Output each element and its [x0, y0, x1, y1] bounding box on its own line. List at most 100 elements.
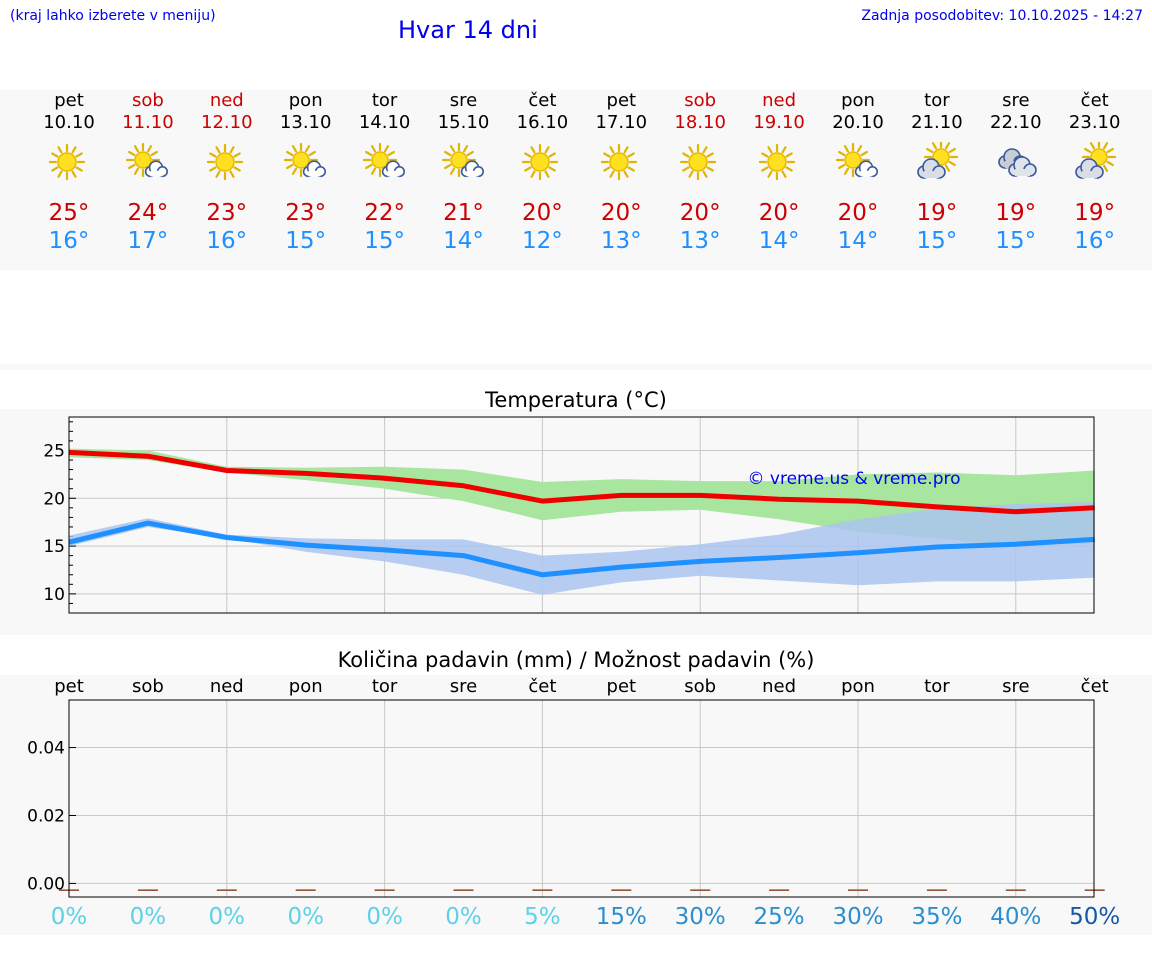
- cloud-shape: [1007, 156, 1037, 177]
- sun-icon: [206, 143, 243, 181]
- x-category-label: pet: [607, 676, 637, 697]
- max-temp: 20°: [679, 200, 721, 226]
- precip-bar: [295, 889, 316, 891]
- plot-frame: [68, 416, 1095, 614]
- min-temp: 15°: [995, 228, 1037, 254]
- sun-cloud-icon: [441, 142, 484, 178]
- min-temp: 14°: [837, 228, 879, 254]
- x-category-label: pon: [841, 676, 875, 697]
- min-temp: 14°: [758, 228, 800, 254]
- precip-probability: 0%: [129, 904, 167, 930]
- max-temp-line: [68, 449, 1095, 515]
- y-tick-label: 15: [43, 537, 65, 557]
- location-hint[interactable]: (kraj lahko izberete v meniju): [10, 8, 216, 24]
- min-temp: 14°: [443, 228, 484, 254]
- forecast-day: pon 13.10 23° 15°: [266, 90, 346, 270]
- min-temp: 16°: [48, 228, 90, 254]
- x-category-label: ned: [210, 676, 244, 697]
- day-name: pon: [288, 90, 323, 111]
- sun-shape: [522, 143, 559, 181]
- sun-shape: [836, 142, 871, 178]
- cloud-sun-icon: [1074, 142, 1116, 179]
- precip-bar: [137, 889, 158, 891]
- forecast-day: ned 19.10 20° 14°: [739, 90, 819, 270]
- precip-bar: [1084, 889, 1105, 891]
- forecast-day: sre 22.10 19° 15°: [976, 90, 1056, 270]
- x-category-label: čet: [528, 676, 556, 697]
- day-name: pet: [606, 90, 637, 111]
- sun-cloud-icon: [283, 142, 326, 178]
- day-name: čet: [528, 90, 557, 111]
- y-tick-label: 0.02: [27, 806, 65, 826]
- max-temp: 24°: [127, 200, 169, 226]
- cloud-shape: [1074, 158, 1104, 179]
- day-date: 19.10: [753, 112, 805, 133]
- sun-cloud-icon: [362, 142, 405, 178]
- sun-cloud-icon: [125, 142, 168, 178]
- min-temp: 13°: [600, 228, 642, 254]
- forecast-day: tor 14.10 22° 15°: [345, 90, 425, 270]
- y-tick-label: 0.04: [27, 739, 65, 759]
- forecast-day: tor 21.10 19° 15°: [897, 90, 977, 270]
- day-name: tor: [371, 90, 398, 111]
- plot-frame: [68, 699, 1095, 898]
- min-temp: 13°: [679, 228, 721, 254]
- forecast-day: sob 11.10 24° 17°: [108, 90, 188, 270]
- forecast-day: pet 17.10 20° 13°: [581, 90, 661, 270]
- day-name: čet: [1080, 90, 1109, 111]
- day-date: 21.10: [911, 112, 963, 133]
- forecast-day: pon 20.10 20° 14°: [818, 90, 898, 270]
- x-category-label: sob: [132, 676, 164, 697]
- min-temp: 17°: [127, 228, 169, 254]
- precip-probability: 30%: [832, 904, 884, 930]
- temperature-chart: 10 15 20 25 © vreme.us & vreme.pro: [43, 416, 1095, 614]
- x-category-label: tor: [924, 676, 950, 697]
- cloud-shape: [144, 160, 168, 178]
- min-temp: 16°: [1074, 228, 1116, 254]
- day-name: ned: [762, 90, 797, 111]
- min-temp: 15°: [916, 228, 958, 254]
- cloud-shape: [854, 160, 879, 178]
- precipitation-chart: pet sob ned pon tor sre čet pet sob ned pon tor sre č…: [27, 676, 1109, 898]
- max-temp: 21°: [443, 200, 484, 226]
- sun-shape: [206, 143, 243, 181]
- y-tick-label: 0.00: [27, 874, 65, 894]
- min-temp-range-band: [69, 502, 1095, 595]
- max-temp: 23°: [206, 200, 248, 226]
- cloud-shape: [302, 160, 326, 178]
- precip-bar: [374, 889, 395, 891]
- min-temp: 12°: [522, 228, 563, 254]
- day-date: 12.10: [201, 112, 253, 133]
- sun-icon: [48, 143, 86, 181]
- sun-icon: [680, 143, 717, 181]
- min-temp-line: [68, 520, 1095, 578]
- forecast-day: ned 12.10 23° 16°: [187, 90, 267, 270]
- day-date: 11.10: [122, 112, 174, 133]
- day-date: 13.10: [279, 112, 332, 133]
- precip-probability: 0%: [366, 904, 403, 930]
- sun-shape: [680, 143, 717, 181]
- forecast-day: čet 23.10 19° 16°: [1055, 90, 1135, 270]
- min-temp: 15°: [285, 228, 327, 254]
- precip-bar: [453, 889, 474, 891]
- day-date: 22.10: [990, 112, 1042, 133]
- sun-shape: [601, 143, 638, 181]
- sun-icon: [522, 143, 559, 181]
- page-title: Hvar 14 dni: [398, 16, 538, 44]
- x-category-label: ned: [762, 676, 796, 697]
- precip-probability: 0%: [445, 904, 482, 930]
- x-category-label: pon: [289, 676, 323, 697]
- day-name: sob: [684, 90, 717, 111]
- cloud-shape: [460, 160, 484, 178]
- day-name: pet: [54, 90, 84, 111]
- cloud-sun-icon: [917, 142, 958, 179]
- sun-shape: [758, 143, 796, 181]
- precip-probability: 0%: [287, 904, 324, 930]
- clouds-icon: [997, 148, 1037, 177]
- last-updated: Zadnja posodobitev: 10.10.2025 - 14:27: [861, 8, 1143, 24]
- y-tick-label: 20: [43, 489, 65, 509]
- cloud-shape: [381, 160, 405, 178]
- max-temp: 19°: [1074, 200, 1116, 226]
- max-temp: 22°: [364, 200, 405, 226]
- plot-area: [69, 700, 1094, 897]
